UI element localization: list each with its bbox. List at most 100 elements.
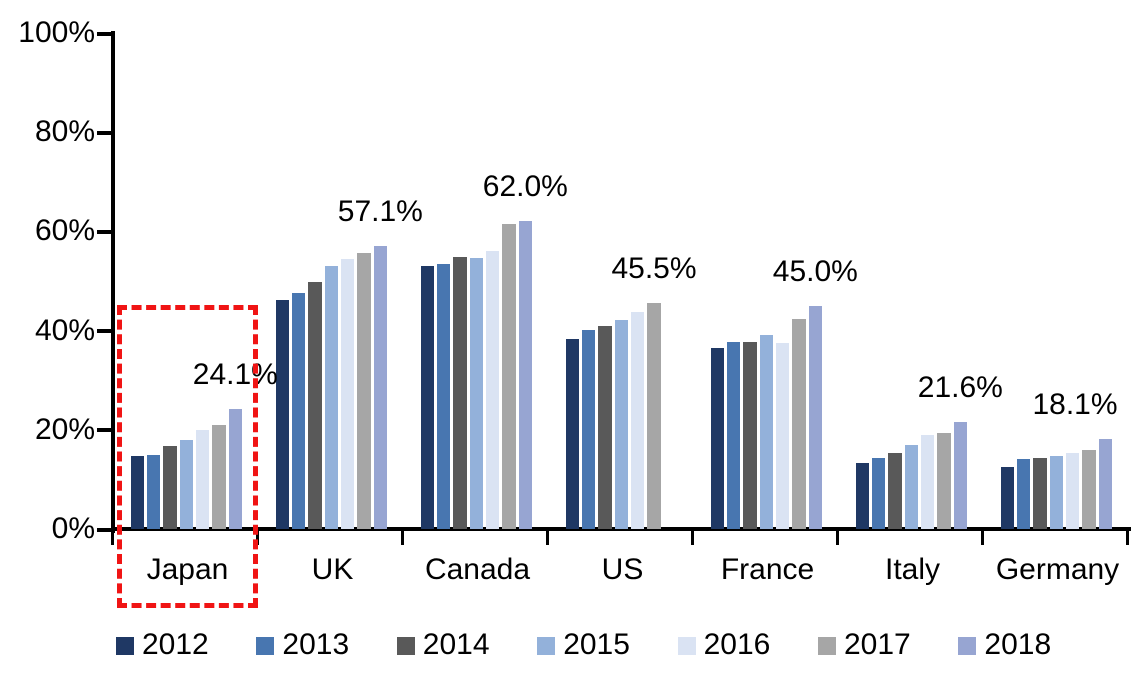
bar-us-2014: [598, 325, 612, 529]
data-label-uk: 57.1%: [337, 194, 423, 228]
legend-item-2018: 2018: [958, 628, 1088, 661]
data-label-france: 45.0%: [772, 254, 858, 288]
x-axis-tick: [401, 531, 404, 545]
bar-japan-2013: [146, 454, 161, 529]
y-axis-tick: [97, 31, 111, 36]
bar-uk-2012: [275, 299, 289, 529]
category-label-france: France: [720, 553, 815, 586]
legend-label-2014: 2014: [422, 628, 490, 661]
legend-swatch-2017: [818, 637, 836, 655]
bar-japan-2015: [179, 439, 194, 529]
legend-swatch-2015: [537, 637, 556, 655]
bar-france-2015: [759, 334, 774, 529]
x-axis-tick: [546, 531, 549, 545]
y-axis-label: 100%: [18, 16, 95, 49]
bar-us-2012: [565, 339, 579, 529]
data-label-italy: 21.6%: [917, 370, 1003, 404]
bar-uk-2018: [373, 245, 388, 529]
category-label-us: US: [601, 553, 644, 586]
bar-italy-2014: [888, 452, 902, 529]
data-label-canada: 62.0%: [482, 170, 568, 204]
category-label-uk: UK: [311, 553, 354, 586]
legend-item-2014: 2014: [396, 628, 527, 661]
x-axis-tick: [691, 531, 694, 545]
bar-germany-2017: [1082, 450, 1096, 529]
legend-item-2016: 2016: [677, 628, 808, 661]
bar-uk-2015: [324, 266, 339, 529]
bar-us-2013: [581, 329, 596, 529]
category-label-japan: Japan: [146, 553, 229, 586]
legend-label-2012: 2012: [142, 628, 209, 661]
bar-italy-2012: [855, 462, 869, 529]
bar-canada-2016: [485, 251, 500, 529]
x-axis-tick: [836, 531, 839, 545]
x-axis-tick: [111, 531, 114, 545]
bar-italy-2018: [953, 421, 968, 529]
category-label-canada: Canada: [424, 553, 531, 586]
bar-italy-2017: [937, 433, 951, 529]
bar-japan-2018: [228, 409, 243, 529]
data-label-us: 45.5%: [611, 252, 697, 286]
bar-canada-2013: [436, 264, 451, 529]
legend-label-2017: 2017: [844, 628, 911, 661]
bar-germany-2018: [1098, 439, 1113, 529]
y-axis-tick: [97, 329, 111, 334]
bar-france-2014: [743, 342, 757, 529]
y-axis-label: 20%: [34, 412, 95, 446]
legend-item-2012: 2012: [116, 628, 246, 661]
data-label-germany: 18.1%: [1032, 388, 1118, 422]
legend-item-2015: 2015: [537, 628, 667, 661]
data-label-japan: 24.1%: [192, 358, 278, 392]
y-axis-label: 80%: [34, 115, 95, 149]
bar-germany-2012: [1000, 466, 1014, 529]
x-axis-line: [111, 527, 1131, 531]
bar-germany-2014: [1033, 457, 1047, 529]
bar-us-2015: [614, 320, 629, 529]
bar-uk-2017: [357, 252, 371, 529]
bar-canada-2017: [502, 223, 516, 529]
category-label-italy: Italy: [884, 553, 941, 586]
category-label-germany: Germany: [995, 553, 1120, 586]
highlight-box-japan: [117, 305, 258, 608]
bar-canada-2014: [453, 257, 467, 529]
bar-france-2012: [710, 347, 724, 529]
y-axis-label: 0%: [51, 512, 95, 545]
y-axis-tick: [97, 428, 111, 433]
legend-swatch-2016: [677, 637, 696, 655]
bar-japan-2016: [195, 429, 210, 529]
bar-france-2018: [808, 305, 823, 529]
y-axis-label: 60%: [34, 214, 95, 248]
x-axis-tick: [1126, 531, 1129, 545]
bar-canada-2015: [469, 258, 484, 529]
bar-uk-2014: [308, 281, 322, 529]
y-axis-tick: [97, 527, 111, 532]
y-axis-line: [111, 31, 115, 533]
legend-label-2015: 2015: [563, 628, 630, 661]
bar-japan-2012: [130, 455, 144, 529]
legend-swatch-2018: [958, 637, 977, 655]
legend-item-2017: 2017: [818, 628, 948, 661]
bar-italy-2015: [904, 445, 919, 529]
bar-canada-2012: [420, 266, 434, 529]
legend-item-2013: 2013: [256, 628, 386, 661]
bar-germany-2013: [1016, 459, 1031, 529]
bar-italy-2016: [920, 434, 935, 529]
bar-france-2017: [792, 319, 806, 529]
legend-swatch-2012: [116, 637, 134, 655]
legend-swatch-2013: [256, 637, 275, 655]
bar-germany-2015: [1049, 455, 1064, 529]
bar-japan-2014: [163, 446, 177, 529]
legend-label-2016: 2016: [703, 628, 771, 661]
legend-swatch-2014: [396, 637, 415, 655]
legend-label-2018: 2018: [984, 628, 1052, 661]
bar-italy-2013: [871, 458, 886, 529]
bar-uk-2013: [291, 292, 306, 529]
bar-germany-2016: [1065, 452, 1080, 529]
bar-canada-2018: [518, 221, 533, 529]
bar-us-2017: [647, 303, 661, 529]
y-axis-tick: [97, 130, 111, 135]
bar-uk-2016: [340, 258, 355, 529]
bar-france-2016: [775, 343, 790, 529]
bar-japan-2017: [212, 424, 226, 529]
